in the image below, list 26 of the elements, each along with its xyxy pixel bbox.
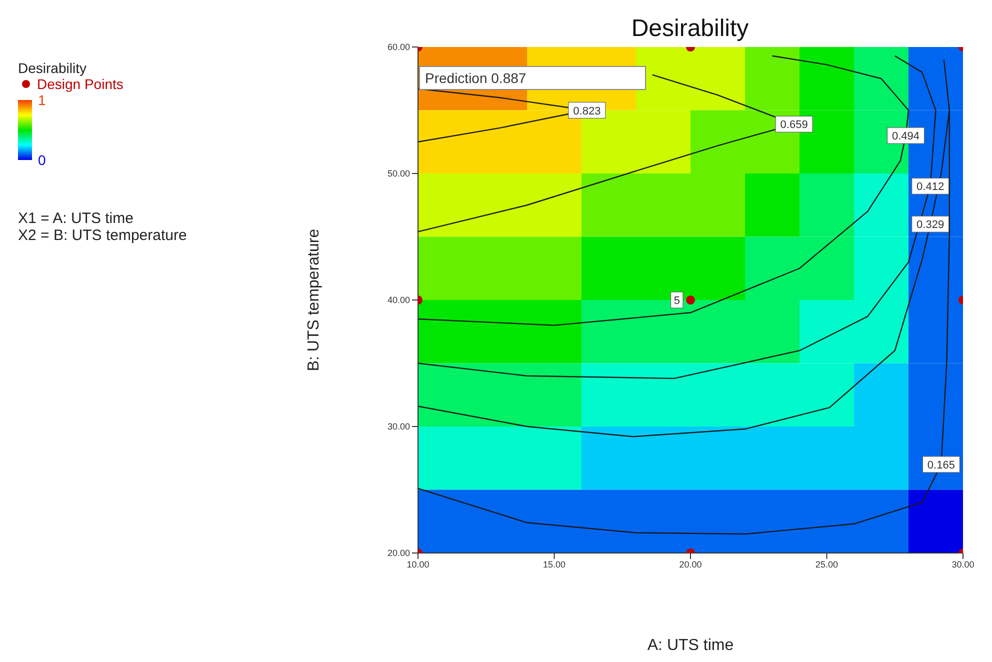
text: X1 = A: UTS time — [18, 210, 134, 227]
x-tick-label: 25.00 — [815, 559, 838, 570]
annotation: 0.494 — [892, 130, 920, 143]
x-tick-label: 30.00 — [952, 559, 974, 570]
text-box: Prediction 0.887 — [419, 66, 646, 90]
annotation: 0.329 — [916, 219, 944, 232]
y-tick-label: 30.00 — [387, 422, 410, 432]
color-bar-label: 0 — [38, 152, 46, 168]
y-tick-label: 40.00 — [387, 295, 410, 306]
legend-title: Desirability — [18, 60, 88, 76]
y-tick-label: 60.00 — [387, 42, 410, 52]
y-tick-label: 50.00 — [387, 168, 410, 179]
x-tick-label: 10.00 — [406, 559, 430, 570]
x-tick-label: 15.00 — [542, 559, 566, 570]
annotation: 0.412 — [916, 181, 944, 194]
color-bar-label: 1 — [38, 92, 46, 108]
chart-title: Desirability — [631, 15, 749, 42]
annotation: 0.659 — [780, 119, 808, 132]
y-tick-label: 20.00 — [387, 548, 410, 558]
text: X2 = B: UTS temperature — [18, 227, 188, 244]
x-tick-label: 20.00 — [679, 559, 702, 570]
y-axis-title: B: UTS temperature — [306, 228, 323, 372]
annotation: 0.165 — [927, 459, 955, 472]
legend-label: Design Points — [37, 76, 124, 92]
x-axis-title: A: UTS time — [647, 637, 734, 654]
annotation: 5 — [674, 295, 680, 307]
